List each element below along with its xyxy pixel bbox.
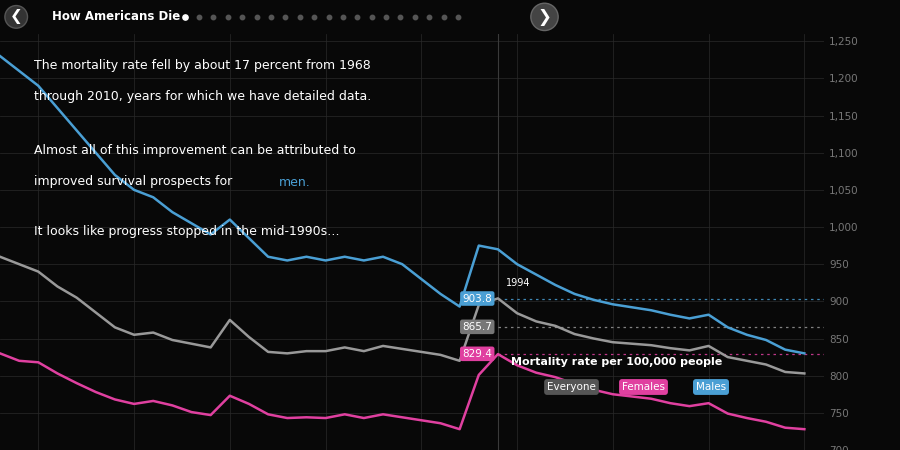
Text: Almost all of this improvement can be attributed to: Almost all of this improvement can be at…	[34, 144, 356, 157]
Text: 865.7: 865.7	[463, 322, 492, 332]
Text: Everyone: Everyone	[547, 382, 596, 392]
Text: ❯: ❯	[537, 8, 552, 26]
Text: through 2010, years for which we have detailed data.: through 2010, years for which we have de…	[34, 90, 372, 103]
Text: Mortality rate per 100,000 people: Mortality rate per 100,000 people	[511, 357, 722, 367]
Text: Females: Females	[622, 382, 665, 392]
Text: 829.4: 829.4	[463, 349, 492, 359]
Text: improved survival prospects for: improved survival prospects for	[34, 176, 237, 189]
Text: men.: men.	[279, 176, 310, 189]
Text: It looks like progress stopped in the mid-1990s…: It looks like progress stopped in the mi…	[34, 225, 340, 238]
Text: The mortality rate fell by about 17 percent from 1968: The mortality rate fell by about 17 perc…	[34, 58, 371, 72]
Text: How Americans Die: How Americans Die	[52, 10, 180, 23]
Text: 903.8: 903.8	[463, 293, 492, 303]
Text: 1994: 1994	[506, 278, 530, 288]
Text: ❮: ❮	[10, 9, 22, 24]
Text: Males: Males	[696, 382, 726, 392]
